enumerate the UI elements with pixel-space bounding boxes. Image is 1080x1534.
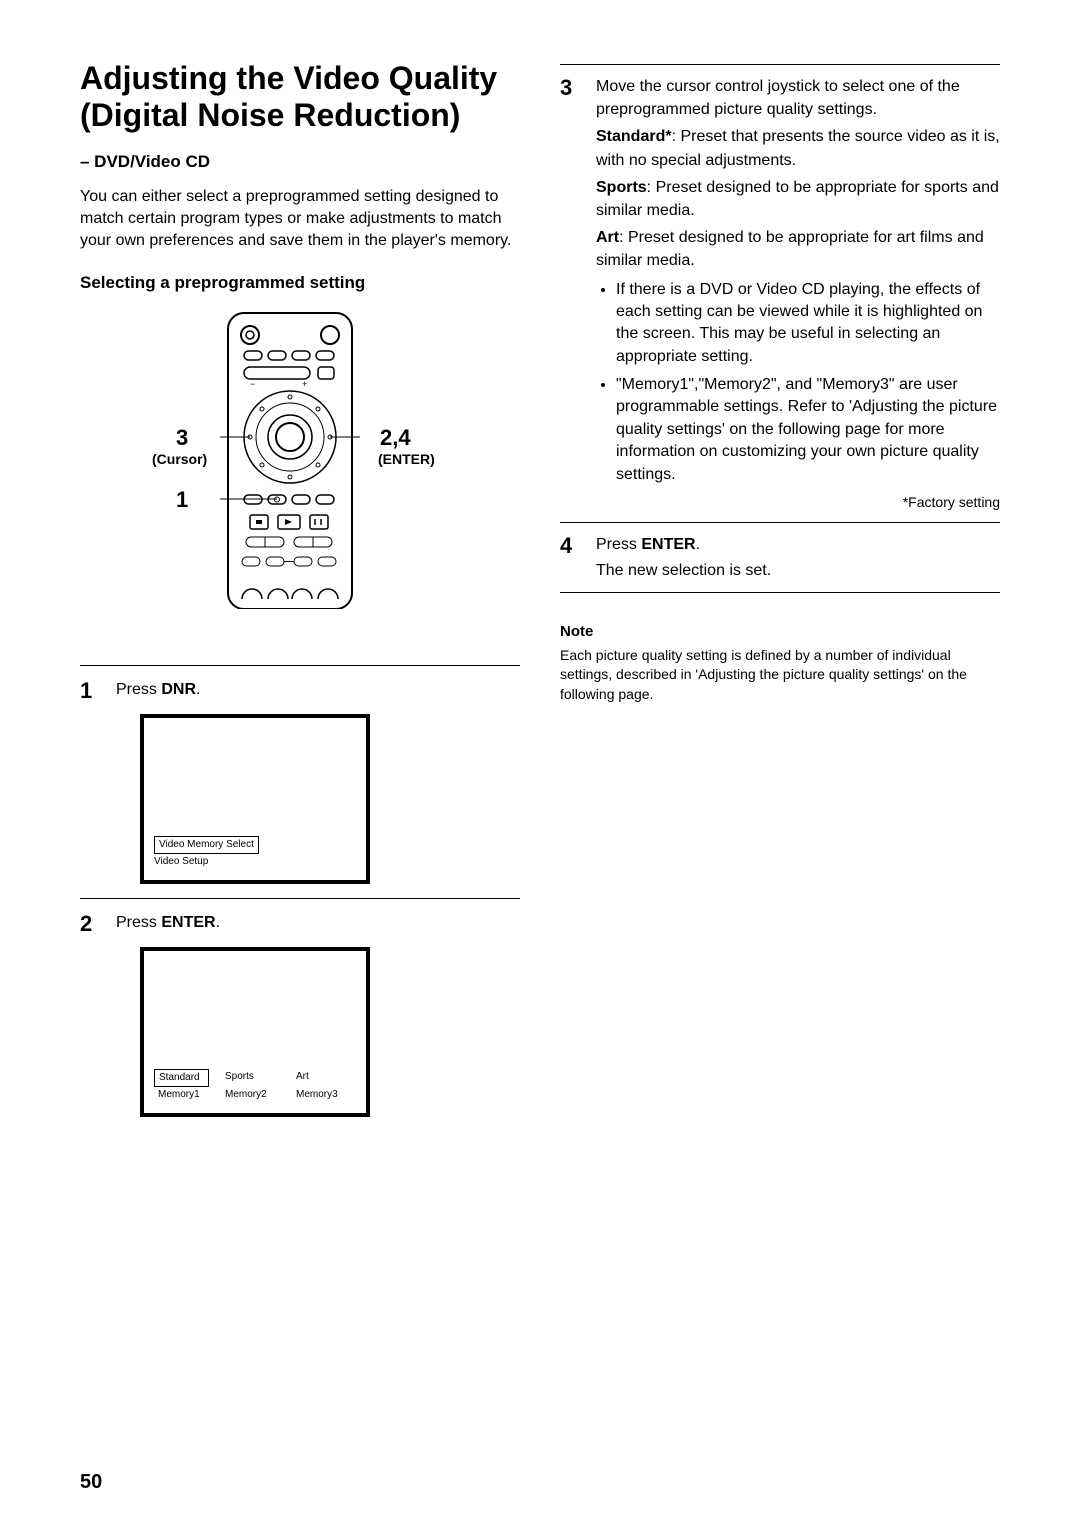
- page-content: Adjusting the Video Quality (Digital Noi…: [80, 60, 1000, 1131]
- right-column: 3 Move the cursor control joystick to se…: [560, 60, 1000, 1131]
- step-4: 4 Press ENTER. The new selection is set.: [560, 533, 1000, 581]
- step-1-body: Press DNR.: [116, 678, 520, 704]
- screen-2-cell-standard: Standard: [154, 1069, 209, 1087]
- step-1-prefix: Press: [116, 681, 161, 698]
- step-1-num: 1: [80, 678, 100, 704]
- callout-1: 1: [176, 487, 188, 513]
- standard-label: Standard*: [596, 128, 672, 145]
- step-3-lead: Move the cursor control joystick to sele…: [596, 75, 1000, 121]
- page-title: Adjusting the Video Quality (Digital Noi…: [80, 60, 520, 134]
- step-2-num: 2: [80, 911, 100, 937]
- svg-text:+: +: [302, 379, 307, 389]
- bullet-1: "Memory1","Memory2", and "Memory3" are u…: [616, 374, 1000, 486]
- callout-enter-label: (ENTER): [378, 451, 435, 467]
- step-3-standard: Standard*: Preset that presents the sour…: [596, 125, 1000, 171]
- screen-2-cell-mem1: Memory1: [154, 1087, 209, 1103]
- step-3-num: 3: [560, 75, 580, 512]
- step-4-prefix: Press: [596, 536, 641, 553]
- subtitle: – DVD/Video CD: [80, 152, 520, 172]
- bullet-0: If there is a DVD or Video CD playing, t…: [616, 279, 1000, 369]
- step-4-sub: The new selection is set.: [596, 559, 1000, 582]
- remote-illustration: − +: [220, 309, 360, 609]
- page-number: 50: [80, 1471, 102, 1494]
- divider: [560, 522, 1000, 523]
- callout-cursor-label: (Cursor): [152, 451, 207, 467]
- divider: [560, 592, 1000, 593]
- step-3-sports: Sports: Preset designed to be appropriat…: [596, 176, 1000, 222]
- screen-1-line-1: Video Setup: [154, 854, 356, 870]
- step-3: 3 Move the cursor control joystick to se…: [560, 75, 1000, 512]
- step-1: 1 Press DNR.: [80, 678, 520, 704]
- screen-2-cell-art: Art: [296, 1069, 351, 1087]
- step-4-suffix: .: [696, 536, 700, 553]
- art-label: Art: [596, 229, 619, 246]
- screen-2-cell-mem2: Memory2: [225, 1087, 280, 1103]
- callout-3-num: 3: [176, 425, 188, 450]
- step-2: 2 Press ENTER.: [80, 911, 520, 937]
- divider: [80, 898, 520, 899]
- step-2-bold: ENTER: [161, 914, 215, 931]
- divider: [80, 665, 520, 666]
- screen-1-item-0: Video Memory Select: [154, 836, 259, 854]
- note-head: Note: [560, 623, 1000, 640]
- screen-1-line-0: Video Memory Select: [154, 836, 356, 854]
- step-2-body: Press ENTER.: [116, 911, 520, 937]
- svg-text:−: −: [250, 379, 255, 389]
- step-4-num: 4: [560, 533, 580, 581]
- step-2-suffix: .: [216, 914, 220, 931]
- step-3-art: Art: Preset designed to be appropriate f…: [596, 226, 1000, 272]
- step-1-suffix: .: [196, 681, 200, 698]
- callout-3: 3: [176, 425, 188, 451]
- divider: [560, 64, 1000, 65]
- step-4-body: Press ENTER. The new selection is set.: [596, 533, 1000, 581]
- screen-2-row-0: Standard Sports Art: [154, 1069, 356, 1087]
- step-4-bold: ENTER: [641, 536, 695, 553]
- step-2-prefix: Press: [116, 914, 161, 931]
- subhead: Selecting a preprogrammed setting: [80, 273, 520, 293]
- callout-24: 2,4: [380, 425, 411, 451]
- sports-text: : Preset designed to be appropriate for …: [596, 179, 999, 219]
- left-column: Adjusting the Video Quality (Digital Noi…: [80, 60, 520, 1131]
- screen-1-inner: Video Memory Select Video Setup: [154, 836, 356, 870]
- intro-text: You can either select a preprogrammed se…: [80, 186, 520, 253]
- screen-2-cell-mem3: Memory3: [296, 1087, 351, 1103]
- factory-note: *Factory setting: [596, 492, 1000, 512]
- step-3-body: Move the cursor control joystick to sele…: [596, 75, 1000, 512]
- art-text: : Preset designed to be appropriate for …: [596, 229, 984, 269]
- screen-2: Standard Sports Art Memory1 Memory2 Memo…: [140, 947, 370, 1117]
- note-text: Each picture quality setting is defined …: [560, 646, 1000, 705]
- screen-2-cell-sports: Sports: [225, 1069, 280, 1087]
- screen-2-row-1: Memory1 Memory2 Memory3: [154, 1087, 356, 1103]
- step-3-bullets: If there is a DVD or Video CD playing, t…: [596, 279, 1000, 487]
- sports-label: Sports: [596, 179, 647, 196]
- screen-2-inner: Standard Sports Art Memory1 Memory2 Memo…: [154, 1069, 356, 1103]
- step-1-bold: DNR: [161, 681, 196, 698]
- remote-diagram: − +: [80, 309, 520, 649]
- screen-1: Video Memory Select Video Setup: [140, 714, 370, 884]
